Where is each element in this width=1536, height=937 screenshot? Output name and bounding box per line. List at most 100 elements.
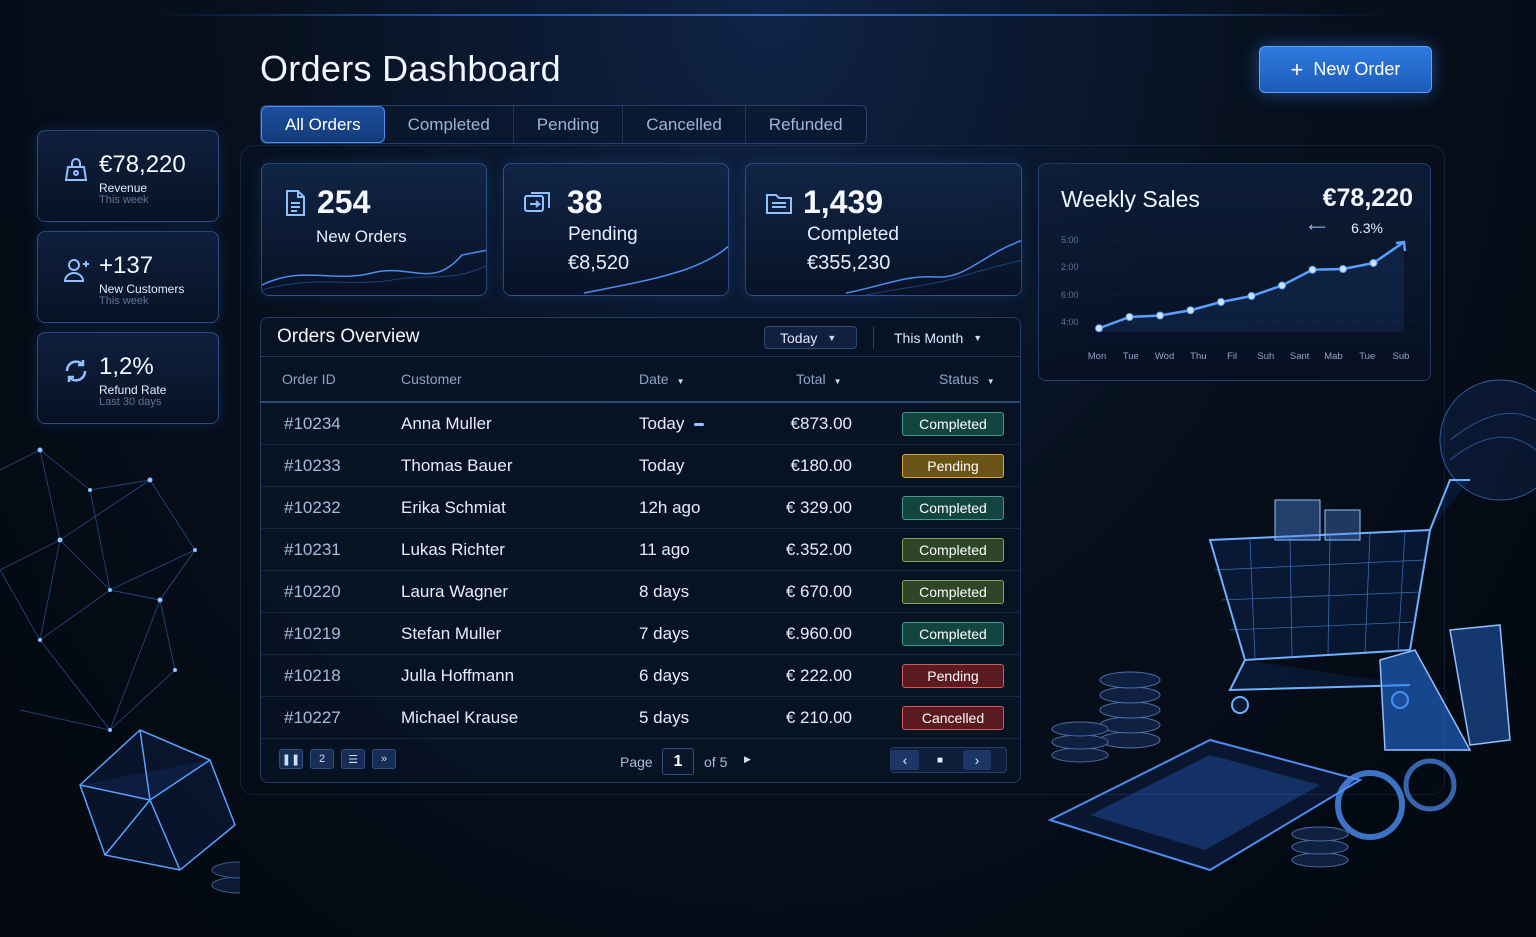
weekly-sales-chart: 5:00 2:00 6:00 4:00 Mon Tue Wod Thu Fil Suh Sant Ma…	[1061, 235, 1417, 362]
new-orders-label: New Orders	[316, 227, 407, 246]
today-filter-dropdown[interactable]: Today ▼	[764, 326, 857, 349]
next-page-button[interactable]: ›	[963, 750, 991, 770]
table-row[interactable]: #10233 Thomas Bauer Today €180.00 Pendin…	[261, 445, 1020, 487]
pending-sparkline	[583, 245, 728, 294]
col-customer[interactable]: Customer	[401, 371, 462, 387]
x-tick-label: Wod	[1155, 351, 1174, 362]
order-id[interactable]: #10232	[284, 498, 341, 517]
order-id[interactable]: #10234	[284, 414, 341, 433]
order-id[interactable]: #10218	[284, 666, 341, 685]
lock-bag-icon	[64, 158, 88, 181]
new-customers-card[interactable]: +137 New Customers This week	[37, 231, 219, 323]
new-order-button[interactable]: + New Order	[1259, 46, 1432, 93]
plus-icon: +	[1290, 56, 1304, 82]
customer-name: Laura Wagner	[401, 582, 509, 601]
x-tick-label: Mon	[1088, 351, 1106, 362]
x-tick-label: Tue	[1359, 351, 1375, 362]
x-tick-label: Sant	[1290, 351, 1310, 362]
pending-count: 38	[567, 184, 603, 220]
tab-cancelled[interactable]: Cancelled	[623, 106, 746, 143]
status-badge: Completed	[902, 580, 1004, 604]
customer-name: Julla Hoffmann	[401, 666, 515, 685]
completed-card[interactable]: 1,439 Completed €355,230	[745, 163, 1022, 296]
tab-refunded[interactable]: Refunded	[768, 114, 843, 134]
today-filter-label: Today	[780, 329, 818, 346]
page-title: Orders Dashboard	[260, 48, 561, 89]
month-filter-dropdown[interactable]: This Month ▼	[873, 326, 1001, 349]
revenue-value: €78,220	[99, 151, 186, 178]
sales-point	[1095, 324, 1103, 333]
col-status[interactable]: Status ▼	[939, 371, 995, 387]
col-date[interactable]: Date ▼	[639, 371, 685, 387]
x-tick-label: Thu	[1190, 351, 1206, 362]
sales-point	[1308, 265, 1317, 274]
prev-page-button[interactable]: ‹	[891, 750, 919, 770]
order-total: €.960.00	[785, 624, 852, 643]
list-view-button[interactable]: ☰	[341, 749, 365, 769]
tab-completed[interactable]: Completed	[385, 106, 514, 143]
revenue-card[interactable]: €78,220 Revenue This week	[37, 130, 219, 222]
table-row[interactable]: #10220 Laura Wagner 8 days € 670.00 Comp…	[261, 571, 1020, 613]
table-header: Order ID Customer Date ▼ Total ▼ Status ▼	[261, 358, 1020, 401]
pending-card[interactable]: 38 Pending €8,520	[503, 163, 729, 296]
customer-name: Lukas Richter	[401, 540, 505, 559]
sales-point	[1186, 306, 1195, 315]
status-badge: Completed	[902, 412, 1004, 436]
network-globe-illustration	[0, 447, 240, 894]
tab-pending[interactable]: Pending	[514, 106, 624, 143]
sort-down-icon: ▼	[986, 377, 995, 386]
pending-amount: €8,520	[568, 252, 630, 274]
new-orders-count: 254	[317, 184, 371, 220]
pending-label: Pending	[568, 224, 638, 245]
col-order-id[interactable]: Order ID	[282, 371, 336, 387]
x-tick-label: Sub	[1393, 351, 1410, 362]
new-orders-card[interactable]: 254 New Orders	[261, 163, 487, 296]
col-total[interactable]: Total ▼	[796, 371, 842, 387]
pause-button[interactable]: ❚❚	[279, 749, 303, 769]
add-user-icon	[63, 259, 89, 282]
completed-label: Completed	[807, 224, 899, 245]
order-id[interactable]: #10220	[284, 582, 341, 601]
order-total: €.352.00	[785, 540, 852, 559]
new-orders-sparkline	[262, 249, 486, 291]
x-tick-label: Fil	[1227, 351, 1237, 362]
table-row[interactable]: #10218 Julla Hoffmann 6 days € 222.00 Pe…	[261, 655, 1020, 697]
status-badge: Completed	[902, 496, 1004, 520]
table-row[interactable]: #10234 Anna Muller Today €873.00 Complet…	[261, 403, 1020, 445]
customer-name: Thomas Bauer	[401, 456, 513, 475]
next-page-arrow-icon[interactable]: ▶	[744, 754, 751, 764]
refund-rate-label: Refund Rate	[99, 383, 167, 397]
table-row[interactable]: #10227 Michael Krause 5 days € 210.00 Ca…	[261, 697, 1020, 739]
completed-sparkline	[845, 239, 1021, 295]
order-id[interactable]: #10231	[284, 540, 341, 559]
table-row[interactable]: #10231 Lukas Richter 11 ago €.352.00 Com…	[261, 529, 1020, 571]
order-total: € 670.00	[785, 582, 852, 601]
table-row[interactable]: #10232 Erika Schmiat 12h ago € 329.00 Co…	[261, 487, 1020, 529]
order-id[interactable]: #10227	[284, 708, 341, 727]
page-number-input[interactable]	[662, 748, 694, 775]
status-badge: Pending	[902, 454, 1004, 478]
top-glow-line	[150, 14, 1390, 16]
status-badge: Completed	[902, 622, 1004, 646]
order-date: Today	[639, 456, 685, 475]
x-tick-label: Tue	[1123, 351, 1139, 362]
table-row[interactable]: #10219 Stefan Muller 7 days €.960.00 Com…	[261, 613, 1020, 655]
orders-overview-title: Orders Overview	[277, 326, 420, 347]
page-2-button[interactable]: 2	[310, 749, 334, 769]
weekly-sales-title: Weekly Sales	[1061, 186, 1200, 212]
refund-rate-card[interactable]: 1,2% Refund Rate Last 30 days	[37, 332, 219, 424]
revenue-label: Revenue	[99, 181, 148, 195]
col-date-label: Date	[639, 371, 669, 387]
fast-forward-button[interactable]: »	[372, 749, 396, 769]
stop-button[interactable]: ■	[936, 754, 944, 766]
order-id[interactable]: #10219	[284, 624, 341, 643]
status-badge: Cancelled	[902, 706, 1004, 730]
order-date: 7 days	[639, 624, 690, 643]
page-of-label: of 5	[704, 754, 728, 770]
transfer-icon	[524, 192, 550, 212]
sales-point	[1217, 298, 1225, 306]
order-id[interactable]: #10233	[284, 456, 341, 475]
pagination-bar: ❚❚ 2 ☰ » Page of 5 ▶ ‹ ■ ›	[261, 739, 1020, 779]
tab-all-orders[interactable]: All Orders	[261, 106, 385, 143]
refund-rate-value: 1,2%	[99, 353, 154, 380]
